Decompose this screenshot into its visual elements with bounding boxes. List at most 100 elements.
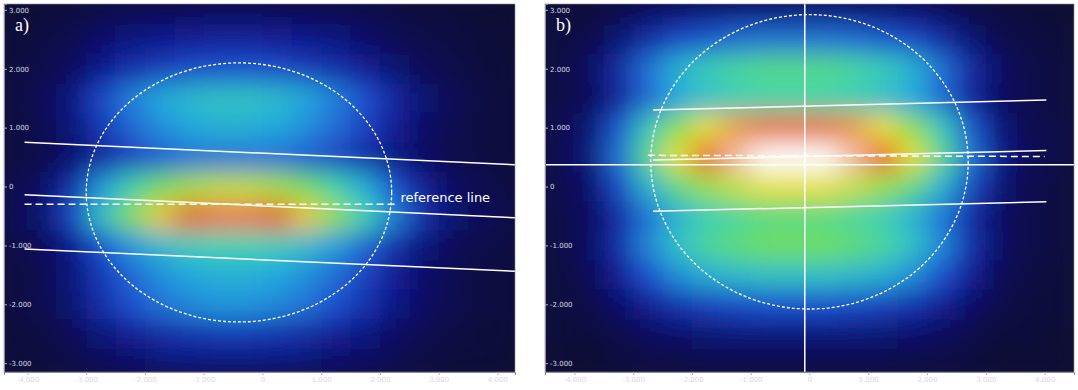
heatmap-cell (956, 54, 986, 84)
tick-mark (692, 372, 693, 375)
heatmap-cell (751, 83, 781, 113)
tick-mark (545, 304, 548, 305)
heatmap-cell (116, 54, 146, 84)
x-axis: -4.000-3.000-2.000-1.00001.0002.0003.000… (5, 372, 516, 384)
heatmap-cell (439, 54, 469, 84)
heatmap-cell (497, 172, 515, 202)
tick-mark (751, 372, 752, 375)
tick-mark (545, 187, 548, 188)
heatmap-cell (545, 172, 575, 202)
heatmap-cell (57, 319, 87, 349)
heatmap-cell (1015, 54, 1045, 84)
x-axis: -4.000-3.000-2.000-1.00001.0002.0003.000… (546, 372, 1075, 384)
heatmap-cell (86, 348, 116, 372)
heatmap-cell (839, 113, 869, 143)
tick-mark (380, 372, 381, 375)
plot-background (545, 4, 1074, 372)
plot-frame (545, 4, 1074, 372)
tick: 0 (4, 183, 13, 191)
heatmap-cell (898, 290, 928, 320)
heatmap-cell (116, 348, 146, 372)
heatmap-cell (174, 348, 204, 372)
tick-mark (633, 372, 634, 375)
heatmap-cell (262, 25, 292, 55)
tick-mark (4, 245, 7, 246)
tick-label: -1.000 (740, 376, 763, 384)
tick: -2.000 (681, 372, 704, 384)
heatmap-cell (145, 113, 175, 143)
axis-line (5, 373, 516, 376)
heatmap-cell (292, 25, 322, 55)
heatmap-cell (868, 231, 898, 261)
tick-mark (204, 372, 205, 375)
heatmap-cell (321, 25, 351, 55)
heatmap-cell (1015, 113, 1045, 143)
heatmap-cell (1015, 231, 1045, 261)
heatmap-cell (1045, 4, 1074, 25)
heatmap-cell (409, 348, 439, 372)
tick-label: 3.000 (550, 7, 570, 15)
heatmap-cell (604, 25, 634, 55)
heatmap-cell (174, 260, 204, 290)
tick-label: 1.000 (9, 124, 29, 132)
heatmap-cell (262, 348, 292, 372)
heatmap-cell (810, 201, 840, 231)
tick-label: 3.000 (429, 376, 449, 384)
heatmap-cell (116, 25, 146, 55)
heatmap-cell (497, 25, 515, 55)
heatmap-cell (633, 260, 663, 290)
heatmap-cell (204, 290, 234, 320)
plot-area (4, 4, 515, 372)
heatmap-cell (27, 348, 57, 372)
line (25, 249, 515, 271)
heatmap-cell (692, 319, 722, 349)
tick-mark (321, 372, 322, 375)
heatmap-cell (439, 113, 469, 143)
heatmap-cell (1045, 54, 1074, 84)
heatmap-cell (292, 290, 322, 320)
heatmap-cell (497, 231, 515, 261)
heatmap-cell (233, 25, 263, 55)
heatmap-cell (116, 113, 146, 143)
tick: -1.000 (4, 242, 32, 250)
heatmap-cell (27, 290, 57, 320)
heatmap-cell (810, 231, 840, 261)
heatmap-cell (292, 348, 322, 372)
heatmap-cell (27, 4, 57, 25)
heatmap-cell (633, 290, 663, 320)
tick-mark (545, 69, 548, 70)
line (25, 203, 395, 205)
heatmap-cell (839, 83, 869, 113)
heatmap-cell (468, 142, 498, 172)
heatmap-cell (174, 201, 204, 231)
heatmap-cell (692, 201, 722, 231)
heatmap-cell (292, 201, 322, 231)
tick-label: -2.000 (134, 376, 157, 384)
heatmap-cell (321, 231, 351, 261)
tick-mark (86, 372, 87, 375)
tick-label: 2.000 (550, 66, 570, 74)
heatmap-cell (86, 4, 116, 25)
heatmap-cell (145, 172, 175, 202)
heatmap-cell (204, 348, 234, 372)
heatmap-cell (174, 54, 204, 84)
heatmap (545, 4, 1074, 372)
heatmap-cell (174, 25, 204, 55)
heatmap-cell (145, 54, 175, 84)
tick-mark (545, 245, 548, 246)
heatmap-cell (839, 142, 869, 172)
heatmap-cell (810, 172, 840, 202)
heatmap-cell (439, 25, 469, 55)
heatmap-cell (721, 231, 751, 261)
heatmap-cell (497, 54, 515, 84)
heatmap-cell (57, 4, 87, 25)
heatmap-cell (721, 54, 751, 84)
heatmap-cell (174, 142, 204, 172)
heatmap-cell (1015, 4, 1045, 25)
tick: 0 (808, 372, 812, 384)
heatmap-cell (27, 54, 57, 84)
tick-label: -3.000 (622, 376, 645, 384)
heatmap-cell (233, 319, 263, 349)
heatmap-cell (1045, 172, 1074, 202)
heatmap-cell (839, 260, 869, 290)
